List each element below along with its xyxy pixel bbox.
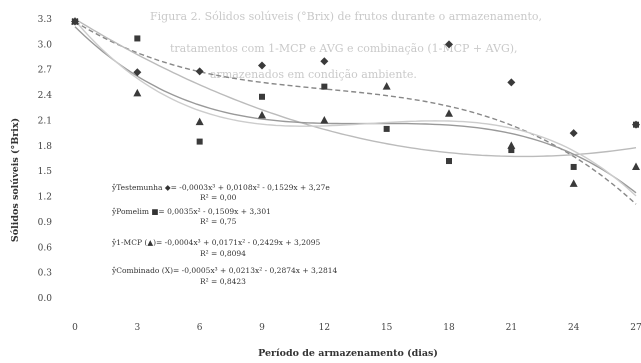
data-point-triangle xyxy=(320,115,329,124)
x-tick-label: 3 xyxy=(134,323,140,333)
fit-line-1-mcp xyxy=(74,26,637,194)
x-axis-ticks: 0 3 6 9 12 15 18 21 24 27 xyxy=(72,323,641,333)
data-point-square xyxy=(570,163,577,170)
x-tick-label: 24 xyxy=(568,323,580,333)
plot-area: 0.0 0.3 0.6 0.9 1.2 1.5 1.8 2.1 2.4 2.7 3.0 3.3 0 3 6… xyxy=(38,15,641,333)
equation-testemunha: ŷTestemunha ◆= -0,0003x³ + 0,0108x² - 0,… xyxy=(111,183,330,192)
data-point-diamond xyxy=(133,68,142,77)
equation-pomelim-r2: R² = 0,75 xyxy=(200,217,237,226)
fit-lines xyxy=(74,18,637,205)
data-point-square xyxy=(196,138,203,145)
y-tick-label: 3.0 xyxy=(38,40,53,50)
background-text-line: tratamentos com 1-MCP e AVG e combinação… xyxy=(170,42,518,55)
equation-combinado-r2: R² = 0,8423 xyxy=(200,277,246,286)
data-point-diamond xyxy=(445,40,453,49)
y-tick-label: 3.3 xyxy=(38,15,53,25)
x-tick-label: 6 xyxy=(197,323,203,333)
background-scan-text: Figura 2. Sólidos solúveis (°Brix) de fr… xyxy=(150,10,542,81)
equation-pomelim: ŷPomelim ■= 0,0035x² - 0,1509x + 3,301 xyxy=(111,207,271,216)
x-tick-label: 18 xyxy=(443,323,455,333)
data-point-diamond xyxy=(195,67,204,76)
x-tick-label: 9 xyxy=(259,323,265,333)
data-point-triangle xyxy=(569,179,578,187)
data-point-diamond xyxy=(258,61,266,70)
equation-1mcp: ŷ1-MCP (▲)= -0,0004x³ + 0,0171x² - 0,242… xyxy=(111,238,321,247)
x-tick-label: 15 xyxy=(381,323,393,333)
x-tick-label: 27 xyxy=(630,323,641,333)
data-point-diamond xyxy=(507,78,516,87)
y-tick-label: 0.0 xyxy=(38,294,53,304)
x-axis-title: Período de armazenamento (dias) xyxy=(258,348,438,359)
background-text-line: armazenados em condição ambiente. xyxy=(210,68,417,81)
equation-combinado: ŷCombinado (X)= -0,0005x³ + 0,0213x² - 0… xyxy=(111,266,338,275)
y-tick-label: 2.1 xyxy=(38,116,52,126)
data-point-square xyxy=(383,125,390,132)
y-tick-label: 0.3 xyxy=(38,269,53,279)
y-tick-label: 2.7 xyxy=(38,66,53,76)
data-point-triangle xyxy=(195,117,204,126)
y-tick-label: 1.2 xyxy=(38,193,52,203)
data-point-x xyxy=(71,18,79,26)
equations-block: ŷTestemunha ◆= -0,0003x³ + 0,0108x² - 0,… xyxy=(111,183,338,286)
data-point-square xyxy=(259,93,265,100)
data-point-triangle xyxy=(445,109,453,117)
fit-line-combinado xyxy=(74,20,637,197)
x-tick-label: 0 xyxy=(72,323,78,333)
background-text-line: Figura 2. Sólidos solúveis (°Brix) de fr… xyxy=(150,10,542,23)
fit-line-pomelim xyxy=(74,18,637,158)
x-tick-label: 21 xyxy=(506,323,517,333)
equation-testemunha-r2: R² = 0,00 xyxy=(200,193,237,202)
x-tick-label: 12 xyxy=(319,323,330,333)
data-point-triangle xyxy=(382,82,391,90)
y-axis-ticks: 0.0 0.3 0.6 0.9 1.2 1.5 1.8 2.1 2.4 2.7 3.0 3.3 xyxy=(38,15,53,304)
y-tick-label: 0.9 xyxy=(38,218,53,228)
data-point-square xyxy=(633,121,639,128)
data-point-square xyxy=(321,83,328,90)
data-point-diamond xyxy=(320,57,329,66)
y-tick-label: 0.6 xyxy=(38,243,53,253)
y-axis-title: Sólidos solúveis (°Brix) xyxy=(10,118,21,242)
data-point-square xyxy=(446,158,452,165)
data-point-triangle xyxy=(133,88,142,97)
y-tick-label: 1.5 xyxy=(38,167,53,177)
data-point-triangle xyxy=(507,141,516,149)
data-markers xyxy=(71,17,640,187)
y-tick-label: 1.8 xyxy=(38,142,53,152)
fit-line-testemunha xyxy=(74,20,637,205)
equation-1mcp-r2: R² = 0,8094 xyxy=(200,249,246,258)
data-point-diamond xyxy=(569,129,578,138)
data-point-square xyxy=(134,35,141,42)
data-point-triangle xyxy=(258,110,266,119)
data-point-triangle xyxy=(632,162,640,170)
data-point-square xyxy=(508,147,515,154)
y-tick-label: 2.4 xyxy=(38,91,53,101)
